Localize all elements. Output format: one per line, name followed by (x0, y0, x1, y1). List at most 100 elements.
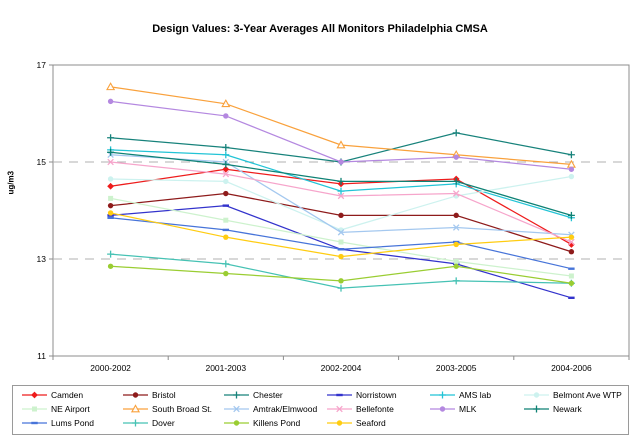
data-point-marker (568, 267, 575, 270)
y-axis-label: ug/m3 (6, 170, 16, 195)
legend-label: AMS lab (459, 390, 492, 400)
data-point-marker (568, 296, 575, 299)
data-point-marker (568, 166, 575, 172)
legend-swatch (327, 393, 352, 397)
legend-label: Dover (152, 418, 175, 428)
legend-item-lums-pond: Lums Pond (21, 418, 122, 428)
data-point-marker (337, 192, 345, 200)
legend-label: Seaford (356, 418, 386, 428)
legend-swatch (22, 391, 47, 399)
data-point-marker (107, 98, 114, 105)
data-point-marker (222, 170, 230, 178)
data-point-marker (222, 204, 229, 207)
data-point-marker (336, 420, 343, 426)
data-point-marker (223, 113, 229, 119)
data-point-marker (107, 250, 115, 258)
data-point-marker (223, 217, 229, 223)
legend-label: Amtrak/Elmwood (253, 404, 318, 414)
series-belmont-ave-wtp (107, 173, 575, 233)
legend-label: Newark (553, 404, 582, 414)
legend-swatch (123, 404, 148, 413)
legend-label: NE Airport (51, 404, 90, 414)
legend-swatch (430, 406, 455, 412)
legend-item-newark: Newark (523, 404, 628, 414)
legend-item-belmont-ave-wtp: Belmont Ave WTP (523, 390, 628, 400)
legend-swatch (22, 421, 47, 425)
x-tick-label: 2001-2003 (205, 363, 246, 373)
legend-swatch (524, 392, 549, 398)
data-point-marker (107, 176, 114, 182)
data-point-marker (338, 253, 344, 260)
legend-label: Chester (253, 390, 283, 400)
data-point-marker (233, 405, 240, 413)
data-point-marker (453, 154, 459, 160)
legend-item-killens-pond: Killens Pond (223, 418, 326, 428)
legend-swatch (327, 405, 352, 413)
data-point-marker (107, 263, 114, 269)
data-point-marker (222, 228, 229, 232)
data-point-marker (106, 82, 116, 91)
y-tick-label: 17 (37, 60, 47, 70)
data-point-marker (568, 238, 575, 246)
data-point-marker (32, 406, 37, 412)
data-point-marker (452, 177, 460, 185)
data-point-marker (132, 392, 139, 398)
data-point-marker (453, 212, 459, 219)
legend-label: Norristown (356, 390, 397, 400)
legend-item-norristown: Norristown (326, 390, 429, 400)
plot-border (52, 64, 630, 357)
data-point-marker (452, 277, 460, 285)
data-point-marker (338, 212, 344, 219)
y-tick-label: 15 (37, 157, 47, 167)
legend-item-amtrak-elmwood: Amtrak/Elmwood (223, 404, 326, 414)
legend-swatch (524, 405, 549, 413)
legend-label: Lums Pond (51, 418, 94, 428)
data-point-marker (568, 273, 574, 279)
data-point-marker (107, 202, 114, 209)
legend-item-south-broad-st-: South Broad St. (122, 404, 223, 414)
data-point-marker (337, 248, 345, 251)
series-mlk (107, 98, 575, 172)
legend-item-bristol: Bristol (122, 390, 223, 400)
data-point-marker (567, 151, 575, 159)
data-point-marker (336, 140, 346, 149)
data-point-marker (222, 151, 230, 159)
legend-swatch (224, 420, 249, 426)
series-ne-airport (108, 195, 574, 279)
legend-label: MLK (459, 404, 477, 414)
y-tick-label: 11 (37, 351, 46, 361)
data-point-marker (336, 405, 343, 413)
data-point-marker (222, 260, 230, 268)
data-point-marker (568, 249, 575, 255)
data-point-marker (439, 391, 446, 399)
data-point-marker (107, 158, 114, 166)
legend-label: Belmont Ave WTP (553, 390, 622, 400)
data-point-marker (453, 258, 459, 264)
data-point-marker (452, 224, 460, 231)
legend-label: South Broad St. (152, 404, 213, 414)
legend-swatch (224, 391, 249, 399)
legend-item-chester: Chester (223, 390, 326, 400)
data-point-marker (453, 241, 459, 248)
data-point-marker (568, 173, 575, 180)
data-point-marker (338, 159, 344, 165)
legend-label: Bellefonte (356, 404, 394, 414)
x-tick-label: 2000-2002 (90, 363, 131, 373)
data-point-marker (107, 210, 114, 216)
data-point-marker (130, 404, 141, 413)
legend: Camden Bristol Chester Norristown AMS lab Bel… (12, 385, 629, 435)
legend-label: Killens Pond (253, 418, 301, 428)
data-point-marker (337, 177, 345, 185)
data-point-marker (452, 190, 460, 197)
data-point-marker (233, 420, 240, 426)
data-point-marker (567, 211, 575, 219)
data-point-marker (452, 129, 460, 137)
series-line (110, 205, 572, 299)
data-point-marker (568, 234, 575, 240)
data-point-marker (233, 391, 240, 399)
legend-item-bellefonte: Bellefonte (326, 404, 429, 414)
data-point-marker (222, 160, 230, 168)
series-newark (107, 148, 575, 219)
legend-label: Camden (51, 390, 84, 400)
